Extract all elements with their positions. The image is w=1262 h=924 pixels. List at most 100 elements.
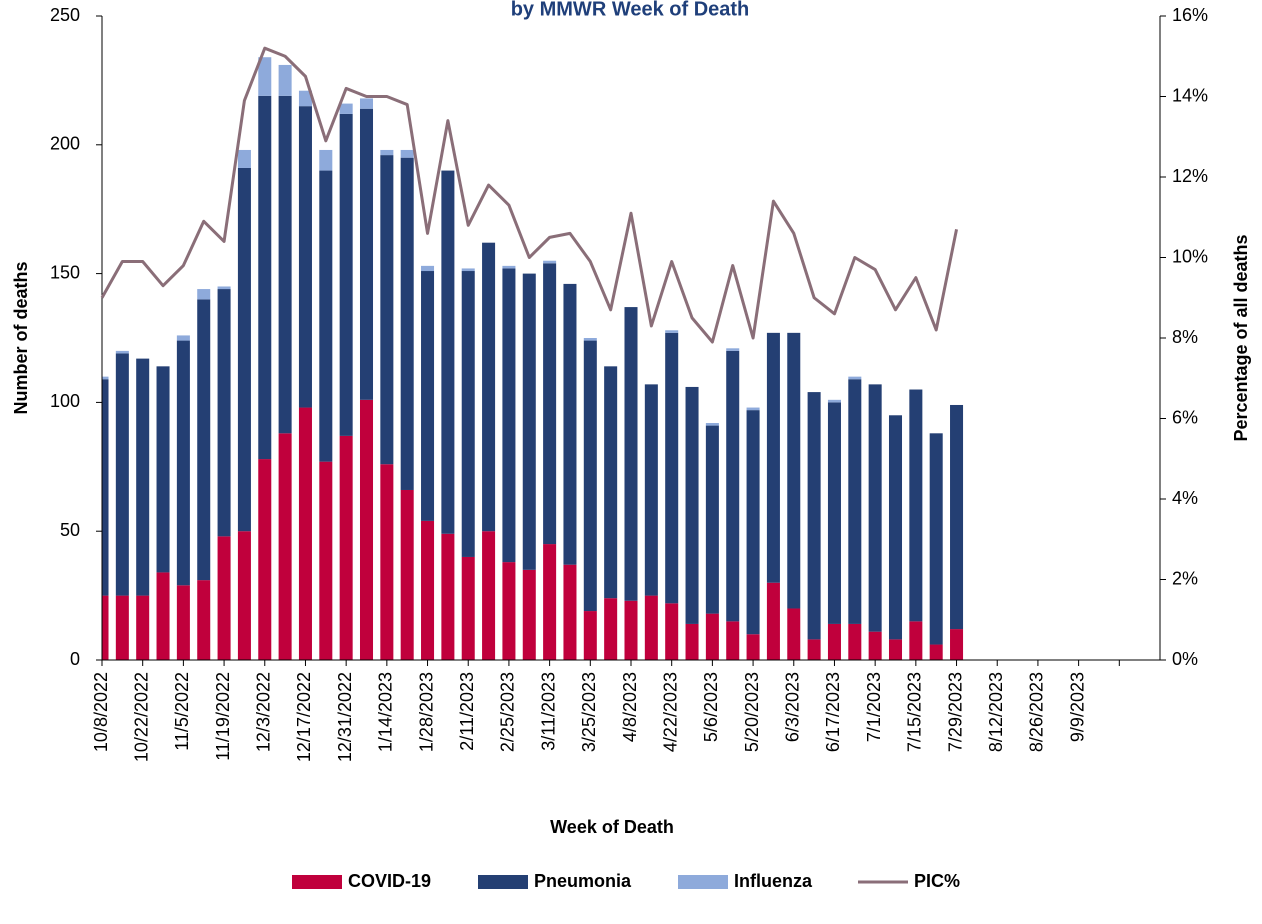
bar-segment [278, 433, 292, 660]
bar-segment [217, 536, 231, 660]
bar-segment [787, 332, 801, 609]
bar-segment [563, 283, 577, 565]
y-tick-label: 250 [50, 5, 80, 25]
bar-segment [726, 348, 740, 351]
bar-segment [563, 564, 577, 660]
y2-tick-label: 4% [1172, 488, 1198, 508]
bar-segment [644, 384, 658, 596]
bar-segment [543, 263, 557, 545]
bar-segment [359, 98, 374, 109]
bar-segment [807, 392, 821, 640]
x-axis-title: Week of Death [550, 817, 674, 837]
bar-segment [278, 95, 292, 434]
bar-segment [258, 459, 272, 660]
bar-segment [461, 556, 475, 660]
bar-segment [644, 595, 658, 660]
legend-swatch [292, 875, 342, 889]
bar-segment [848, 376, 862, 380]
bar-segment [766, 582, 780, 660]
bar-segment [522, 569, 536, 660]
legend-label: PIC% [914, 871, 960, 891]
legend-label: Influenza [734, 871, 813, 891]
legend-label: COVID-19 [348, 871, 431, 891]
bar-segment [156, 572, 170, 660]
bar-segment [421, 271, 435, 521]
bar-segment [176, 585, 190, 660]
bar-segment [502, 265, 516, 269]
y2-tick-label: 16% [1172, 5, 1208, 25]
x-tick-label: 12/31/2022 [335, 672, 355, 762]
legend-label: Pneumonia [534, 871, 632, 891]
bar-segment [929, 433, 943, 645]
y2-tick-label: 14% [1172, 85, 1208, 105]
y2-tick-label: 6% [1172, 407, 1198, 427]
x-tick-label: 12/3/2022 [254, 672, 274, 752]
y-tick-label: 0 [70, 649, 80, 669]
bar-segment [665, 603, 679, 660]
bar-segment [380, 155, 394, 465]
x-tick-label: 7/1/2023 [864, 672, 884, 742]
bar-segment [400, 157, 414, 490]
bar-segment [359, 399, 374, 660]
plot-area [102, 57, 964, 660]
y2-tick-label: 12% [1172, 166, 1208, 186]
x-tick-label: 4/8/2023 [620, 672, 640, 742]
bar-segment [319, 461, 333, 660]
x-tick-label: 2/25/2023 [498, 672, 518, 752]
bar-segment [766, 332, 780, 583]
bar-segment [746, 634, 760, 660]
x-tick-label: 6/17/2023 [823, 672, 843, 752]
pic-line [100, 46, 959, 344]
bar-segment [604, 366, 618, 599]
x-tick-label: 8/26/2023 [1027, 672, 1047, 752]
bar-segment [237, 167, 251, 532]
bar-segment [115, 350, 129, 354]
bar-segment [217, 289, 231, 537]
bar-segment [583, 611, 597, 660]
bar-segment [502, 268, 516, 563]
bar-segment [705, 425, 719, 614]
x-tick-label: 3/11/2023 [538, 672, 558, 751]
bar-segment [441, 170, 455, 534]
x-tick-label: 3/25/2023 [579, 672, 599, 752]
bar-segment [726, 350, 740, 622]
bar-segment [868, 631, 882, 660]
bar-segment [929, 644, 943, 660]
legend-swatch [478, 875, 528, 889]
bar-segment [909, 621, 923, 660]
bar-segment [827, 623, 841, 660]
bar-segment [115, 353, 129, 596]
bar-segment [624, 600, 638, 660]
bar-segment [136, 358, 150, 596]
x-tick-label: 9/9/2023 [1067, 672, 1087, 742]
bar-segment [102, 379, 109, 596]
bar-segment [258, 57, 272, 96]
x-tick-label: 10/8/2022 [91, 672, 111, 752]
bar-segment [807, 639, 821, 660]
bar-segment [339, 435, 353, 660]
bar-segment [685, 623, 699, 660]
bar-segment [237, 531, 251, 660]
bar-segment [665, 330, 679, 333]
bar-segment [217, 286, 231, 290]
bar-segment [380, 464, 394, 660]
x-tick-label: 6/3/2023 [783, 672, 803, 742]
bar-segment [604, 598, 618, 660]
bar-segment [583, 338, 597, 341]
bar-segment [522, 273, 536, 570]
bar-segment [298, 407, 312, 660]
bar-segment [482, 242, 496, 532]
bar-segment [461, 271, 475, 557]
bar-segment [258, 95, 272, 460]
bar-segment [298, 106, 312, 408]
bar-segment [339, 103, 353, 114]
x-tick-label: 7/15/2023 [905, 672, 925, 752]
bar-segment [400, 489, 414, 660]
bar-segment [441, 533, 455, 660]
bar-segment [461, 268, 475, 272]
bar-segment [787, 608, 801, 660]
bar-segment [197, 289, 211, 300]
bar-segment [482, 531, 496, 660]
x-tick-label: 5/20/2023 [742, 672, 762, 752]
